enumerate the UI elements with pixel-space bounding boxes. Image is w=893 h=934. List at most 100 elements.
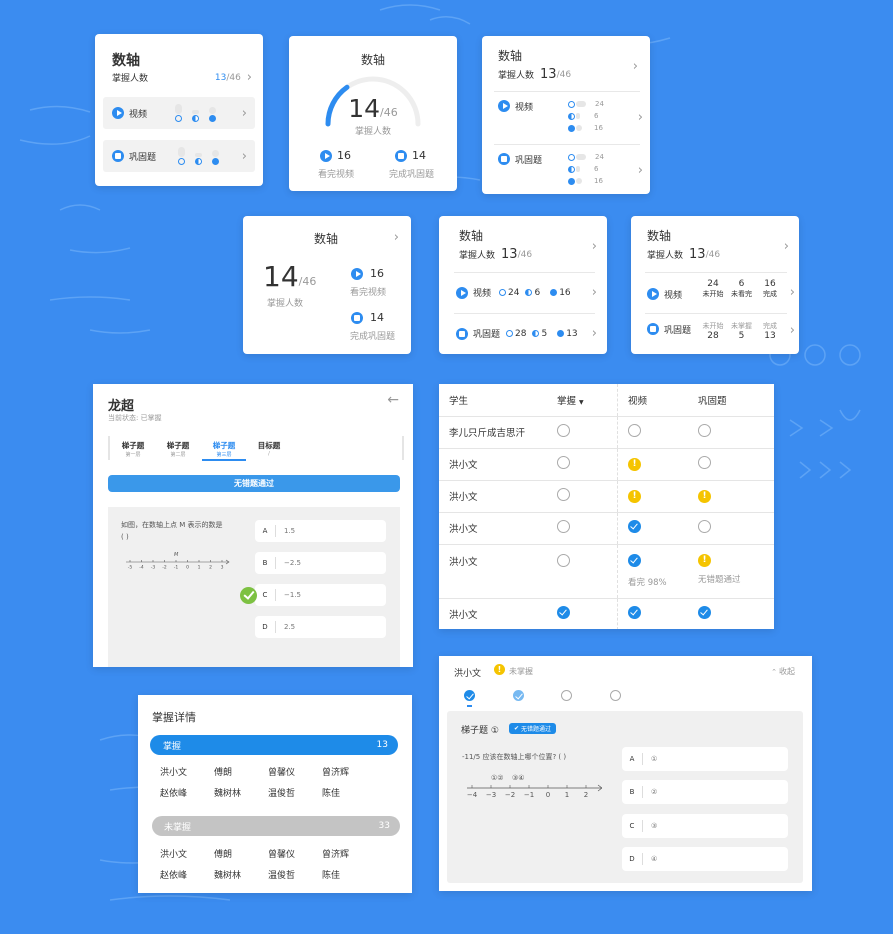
video-cell: 看完 98%: [617, 544, 688, 599]
back-arrow-icon[interactable]: ←: [387, 392, 399, 408]
mastery-title: 掌握详情: [152, 711, 196, 724]
step-empty-icon[interactable]: [561, 690, 572, 701]
option-a[interactable]: A 1.5: [255, 520, 386, 542]
chevron-right-icon[interactable]: ›: [637, 110, 643, 125]
video-row[interactable]: 视频 24 6 16 ›: [456, 285, 597, 300]
card-gauge[interactable]: 数轴 14 /46 掌握人数 16 看完视频 14 完成巩固题: [289, 36, 457, 191]
option-key: B: [622, 786, 643, 798]
done-label: 完成: [763, 322, 777, 330]
video-label: 看完视频: [318, 170, 355, 180]
axis-tick-label: 1: [565, 791, 569, 799]
mastered-bar[interactable]: 掌握 13: [150, 735, 398, 755]
done-label: 完成: [763, 290, 777, 298]
table-row[interactable]: 李儿只斤成吉思汗: [439, 416, 774, 449]
axis-tick-label: -4: [139, 565, 144, 571]
student-detail-panel: 龙超 当前状态: 已掌握 ← 梯子题 第一层 梯子题 第二层 梯子题 第三层 目标题 /…: [93, 384, 413, 667]
table-row[interactable]: 洪小文 看完 98%! 无错题通过: [439, 544, 774, 599]
option-d[interactable]: D 2.5: [255, 616, 386, 638]
card-inline-counts[interactable]: 数轴 掌握人数 13 /46 › 视频 24 6 16 › 巩固题 28 5 1…: [439, 216, 607, 354]
col-mastered[interactable]: 掌握 ▼: [547, 384, 618, 417]
mastered-count: 13: [501, 247, 518, 262]
tab-level-2[interactable]: 梯子题 第二层: [160, 440, 196, 458]
axis-tick-label: -3: [151, 565, 156, 571]
student-name: 曾济辉: [322, 768, 350, 778]
option-c[interactable]: C −1.5: [255, 584, 386, 606]
quiz-label: 巩固题: [473, 330, 501, 340]
tab-sub: /: [268, 451, 270, 457]
option-key: D: [622, 853, 643, 865]
student-name: 洪小文: [454, 669, 482, 679]
table-row[interactable]: 洪小文!: [439, 448, 774, 481]
video-label: 视频: [473, 289, 492, 299]
tab-level-1[interactable]: 梯子题 第一层: [115, 440, 151, 458]
video-cell: !: [617, 448, 688, 481]
empty-circle-icon: [698, 424, 711, 437]
chevron-right-icon[interactable]: ›: [393, 230, 399, 245]
quiz-row[interactable]: 巩固题 ›: [103, 140, 255, 172]
chevron-right-icon[interactable]: ›: [637, 163, 643, 178]
mastered-cell: [547, 512, 618, 545]
student-name: 洪小文: [160, 850, 188, 860]
axis-tick-label: 3: [221, 565, 224, 571]
chevron-right-icon[interactable]: ›: [591, 326, 597, 341]
quiz-label: 巩固题: [664, 326, 692, 336]
option-text: 1.5: [284, 527, 296, 535]
card-big-number[interactable]: 数轴 › 14 /46 掌握人数 16 看完视频 14 完成巩固题: [243, 216, 411, 354]
table-row[interactable]: 洪小文: [439, 512, 774, 545]
step-empty-icon[interactable]: [610, 690, 621, 701]
empty-circle-icon: [557, 488, 570, 501]
check-circle-icon: [628, 553, 641, 567]
warning-icon: !: [628, 489, 641, 503]
done-count: 16: [559, 287, 571, 298]
chevron-right-icon[interactable]: ›: [789, 323, 795, 338]
quiz-cell: ! 无错题通过: [688, 544, 774, 599]
video-cell: [617, 512, 688, 545]
chevron-right-icon[interactable]: ›: [632, 59, 638, 74]
student-name: 洪小文: [160, 768, 188, 778]
gauge-arc: [325, 76, 421, 127]
chevron-right-icon[interactable]: ›: [241, 148, 247, 164]
axis-tick-label: -5: [128, 565, 133, 571]
collapse-button[interactable]: ⌃ 收起: [771, 666, 795, 677]
unmastered-bar[interactable]: 未掌握 33: [152, 816, 400, 836]
card-title: 数轴: [498, 49, 523, 63]
progress-bars: [178, 147, 220, 165]
quiz-icon: [351, 311, 363, 324]
quiz-row[interactable]: 巩固题 28 5 13 ›: [456, 326, 597, 341]
option-b[interactable]: B −2.5: [255, 552, 386, 574]
card-compact-list[interactable]: 数轴 掌握人数 13 /46 › 视频 › 巩固题 ›: [95, 34, 263, 186]
chevron-right-icon[interactable]: ›: [789, 285, 795, 300]
chevron-right-icon[interactable]: ›: [783, 239, 789, 254]
video-row[interactable]: 视频 24 未开始 6 未看完 16 完成 ›: [647, 279, 795, 309]
mastered-cell: [547, 448, 618, 481]
tab-level-3[interactable]: 梯子题 第三层: [202, 440, 246, 461]
big-sub: 掌握人数: [267, 299, 304, 309]
chevron-right-icon[interactable]: ›: [591, 239, 597, 254]
card-labeled-counts[interactable]: 数轴 掌握人数 13 /46 › 视频 24 未开始 6 未看完 16 完成 › 巩固…: [631, 216, 799, 354]
video-row[interactable]: 视频 24 6 16 ›: [498, 98, 643, 138]
step-done-icon[interactable]: [513, 690, 524, 701]
video-row[interactable]: 视频 ›: [103, 97, 255, 129]
tab-target[interactable]: 目标题 /: [251, 440, 287, 457]
quiz-row[interactable]: 巩固题 未开始 28 未掌握 5 完成 13 ›: [647, 321, 795, 351]
card-title: 数轴: [459, 229, 484, 243]
option-text: 2.5: [284, 623, 296, 631]
table-row[interactable]: 洪小文: [439, 598, 774, 629]
chevron-right-icon[interactable]: ›: [591, 285, 597, 300]
big-value: 14: [263, 260, 299, 293]
quiz-row[interactable]: 巩固题 24 6 16 ›: [498, 151, 643, 191]
quiz-cell: [688, 448, 774, 481]
student-name: 洪小文: [439, 544, 547, 599]
chevron-right-icon[interactable]: ›: [246, 70, 252, 85]
table-row[interactable]: 洪小文!!: [439, 480, 774, 513]
tab-title: 梯子题: [166, 441, 190, 450]
axis-tick-label: 0: [186, 565, 189, 571]
chevron-right-icon[interactable]: ›: [241, 105, 247, 121]
step-done-icon[interactable]: [464, 690, 475, 701]
card-stacked-bars[interactable]: 数轴 掌握人数 13 /46 › 视频 24 6 16 › 巩固题 24 6 1…: [482, 36, 650, 194]
sort-down-icon[interactable]: ▼: [579, 398, 584, 406]
